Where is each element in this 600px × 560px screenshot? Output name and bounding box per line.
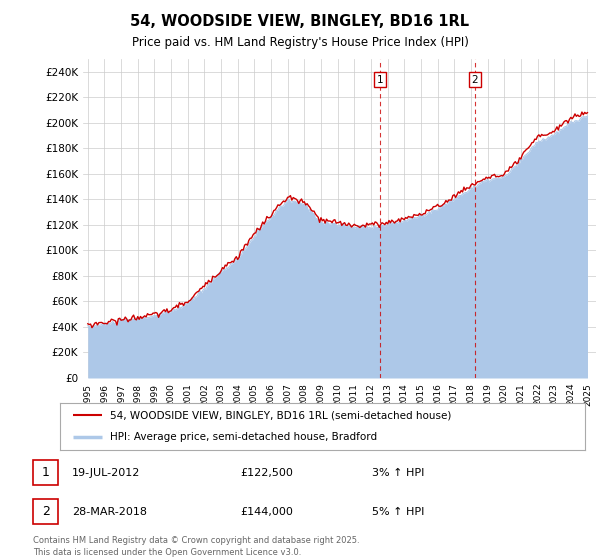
Text: 5% ↑ HPI: 5% ↑ HPI (372, 507, 424, 517)
Text: 1: 1 (41, 466, 50, 479)
Text: 2: 2 (41, 505, 50, 518)
Text: 1: 1 (377, 74, 383, 85)
Text: Contains HM Land Registry data © Crown copyright and database right 2025.
This d: Contains HM Land Registry data © Crown c… (33, 536, 359, 557)
FancyBboxPatch shape (33, 499, 58, 524)
Text: 3% ↑ HPI: 3% ↑ HPI (372, 468, 424, 478)
FancyBboxPatch shape (33, 460, 58, 485)
Text: Price paid vs. HM Land Registry's House Price Index (HPI): Price paid vs. HM Land Registry's House … (131, 36, 469, 49)
Text: 54, WOODSIDE VIEW, BINGLEY, BD16 1RL: 54, WOODSIDE VIEW, BINGLEY, BD16 1RL (130, 14, 470, 29)
Text: £122,500: £122,500 (240, 468, 293, 478)
Text: 19-JUL-2012: 19-JUL-2012 (72, 468, 140, 478)
Text: 2: 2 (472, 74, 478, 85)
Text: HPI: Average price, semi-detached house, Bradford: HPI: Average price, semi-detached house,… (110, 432, 377, 442)
Text: £144,000: £144,000 (240, 507, 293, 517)
Text: 28-MAR-2018: 28-MAR-2018 (72, 507, 147, 517)
Text: 54, WOODSIDE VIEW, BINGLEY, BD16 1RL (semi-detached house): 54, WOODSIDE VIEW, BINGLEY, BD16 1RL (se… (110, 410, 451, 421)
